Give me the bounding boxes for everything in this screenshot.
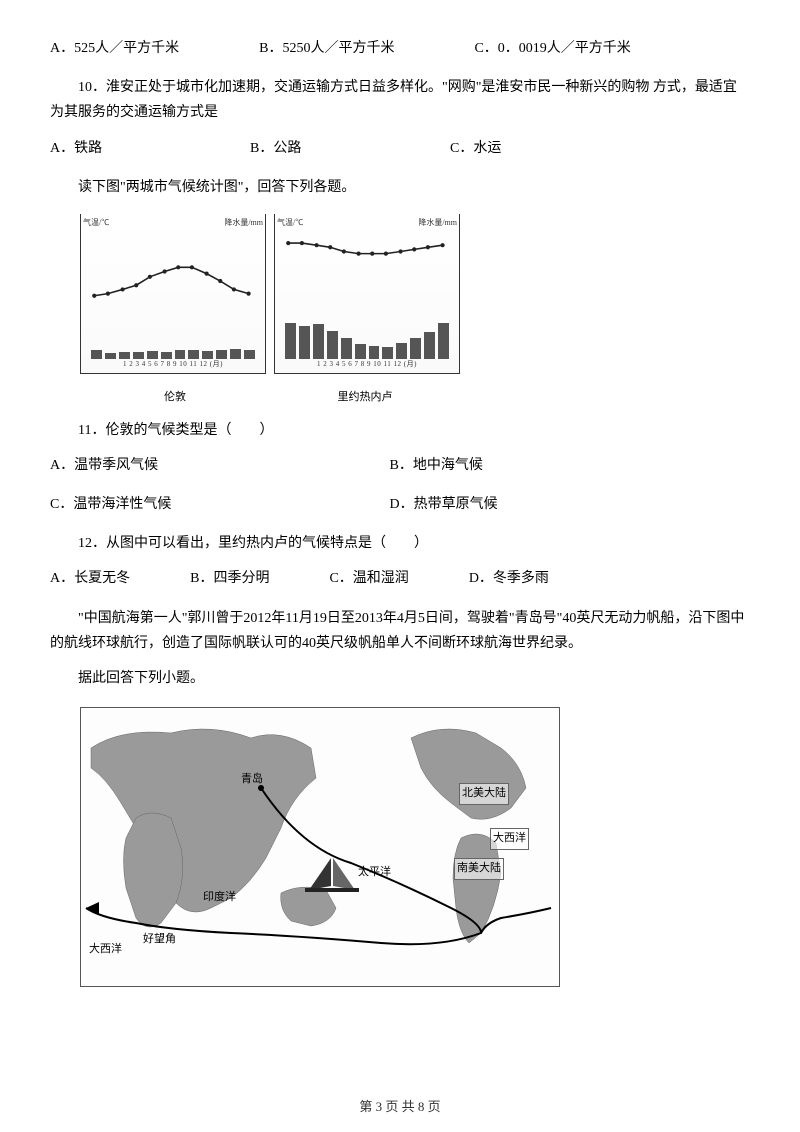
chart-london: 气温/℃ 降水量/mm 1 2 3 4 5 6 7 8 9 1 [80, 214, 266, 374]
chart2-xlabel: 1 2 3 4 5 6 7 8 9 10 11 12 (月) [275, 358, 459, 371]
world-map: 青岛 北美大陆 南美大陆 大西洋 大西洋 太平洋 印度洋 好望角 [80, 707, 560, 987]
q11-option-d[interactable]: D．热带草原气候 [390, 492, 726, 517]
passage-p2: 据此回答下列小题。 [50, 666, 750, 691]
map-label-north-america: 北美大陆 [459, 783, 509, 805]
q12-option-b[interactable]: B．四季分明 [190, 566, 269, 591]
q9-options-row: A．525人／平方千米 B．5250人／平方千米 C．0．0019人／平方千米 [50, 36, 750, 61]
q11-option-a[interactable]: A．温带季风气候 [50, 453, 386, 478]
map-label-indian: 印度洋 [201, 888, 238, 908]
q11-option-c[interactable]: C．温带海洋性气候 [50, 492, 386, 517]
q12-option-d[interactable]: D．冬季多雨 [469, 566, 549, 591]
q11-option-b[interactable]: B．地中海气候 [390, 453, 726, 478]
q9-option-a[interactable]: A．525人／平方千米 [50, 36, 179, 61]
climate-charts: 气温/℃ 降水量/mm 1 2 3 4 5 6 7 8 9 1 [80, 214, 460, 374]
chart-intro-text: 读下图"两城市气候统计图"，回答下列各题。 [50, 175, 750, 200]
q10-option-a[interactable]: A．铁路 [50, 136, 250, 161]
q12-option-a[interactable]: A．长夏无冬 [50, 566, 130, 591]
q9-option-b[interactable]: B．5250人／平方千米 [259, 36, 394, 61]
map-label-south-america: 南美大陆 [454, 858, 504, 880]
q10-text: 10．淮安正处于城市化加速期，交通运输方式日益多样化。"网购"是淮安市民一种新兴… [50, 75, 750, 125]
passage-p1: "中国航海第一人"郭川曾于2012年11月19日至2013年4月5日间，驾驶着"… [50, 606, 750, 656]
chart1-xlabel: 1 2 3 4 5 6 7 8 9 10 11 12 (月) [81, 358, 265, 371]
q9-option-c[interactable]: C．0．0019人／平方千米 [474, 36, 630, 61]
map-label-good-hope: 好望角 [141, 930, 178, 950]
q12-options-row: A．长夏无冬 B．四季分明 C．温和湿润 D．冬季多雨 [50, 566, 750, 591]
q10-option-c[interactable]: C．水运 [450, 136, 501, 161]
map-label-atlantic-right: 大西洋 [490, 828, 529, 850]
page-footer: 第 3 页 共 8 页 [0, 1095, 800, 1118]
chart2-title: 里约热内卢 [270, 388, 460, 408]
map-label-qingdao: 青岛 [239, 770, 265, 790]
q10-options-row: A．铁路 B．公路 C．水运 [50, 136, 750, 161]
chart1-title: 伦敦 [80, 388, 270, 408]
q12-option-c[interactable]: C．温和湿润 [329, 566, 408, 591]
q11-options-row-1: A．温带季风气候 B．地中海气候 [50, 453, 750, 478]
chart-rio: 气温/℃ 降水量/mm 1 2 3 4 5 6 7 8 9 1 [274, 214, 460, 374]
chart1-line [89, 222, 257, 359]
q12-text: 12．从图中可以看出，里约热内卢的气候特点是（ ） [50, 531, 750, 556]
q11-text: 11．伦敦的气候类型是（ ） [50, 418, 750, 443]
q10-option-b[interactable]: B．公路 [250, 136, 450, 161]
q11-options-row-2: C．温带海洋性气候 D．热带草原气候 [50, 492, 750, 517]
chart2-line [283, 222, 451, 359]
map-label-pacific: 太平洋 [356, 863, 393, 883]
map-label-atlantic-left: 大西洋 [87, 940, 124, 960]
